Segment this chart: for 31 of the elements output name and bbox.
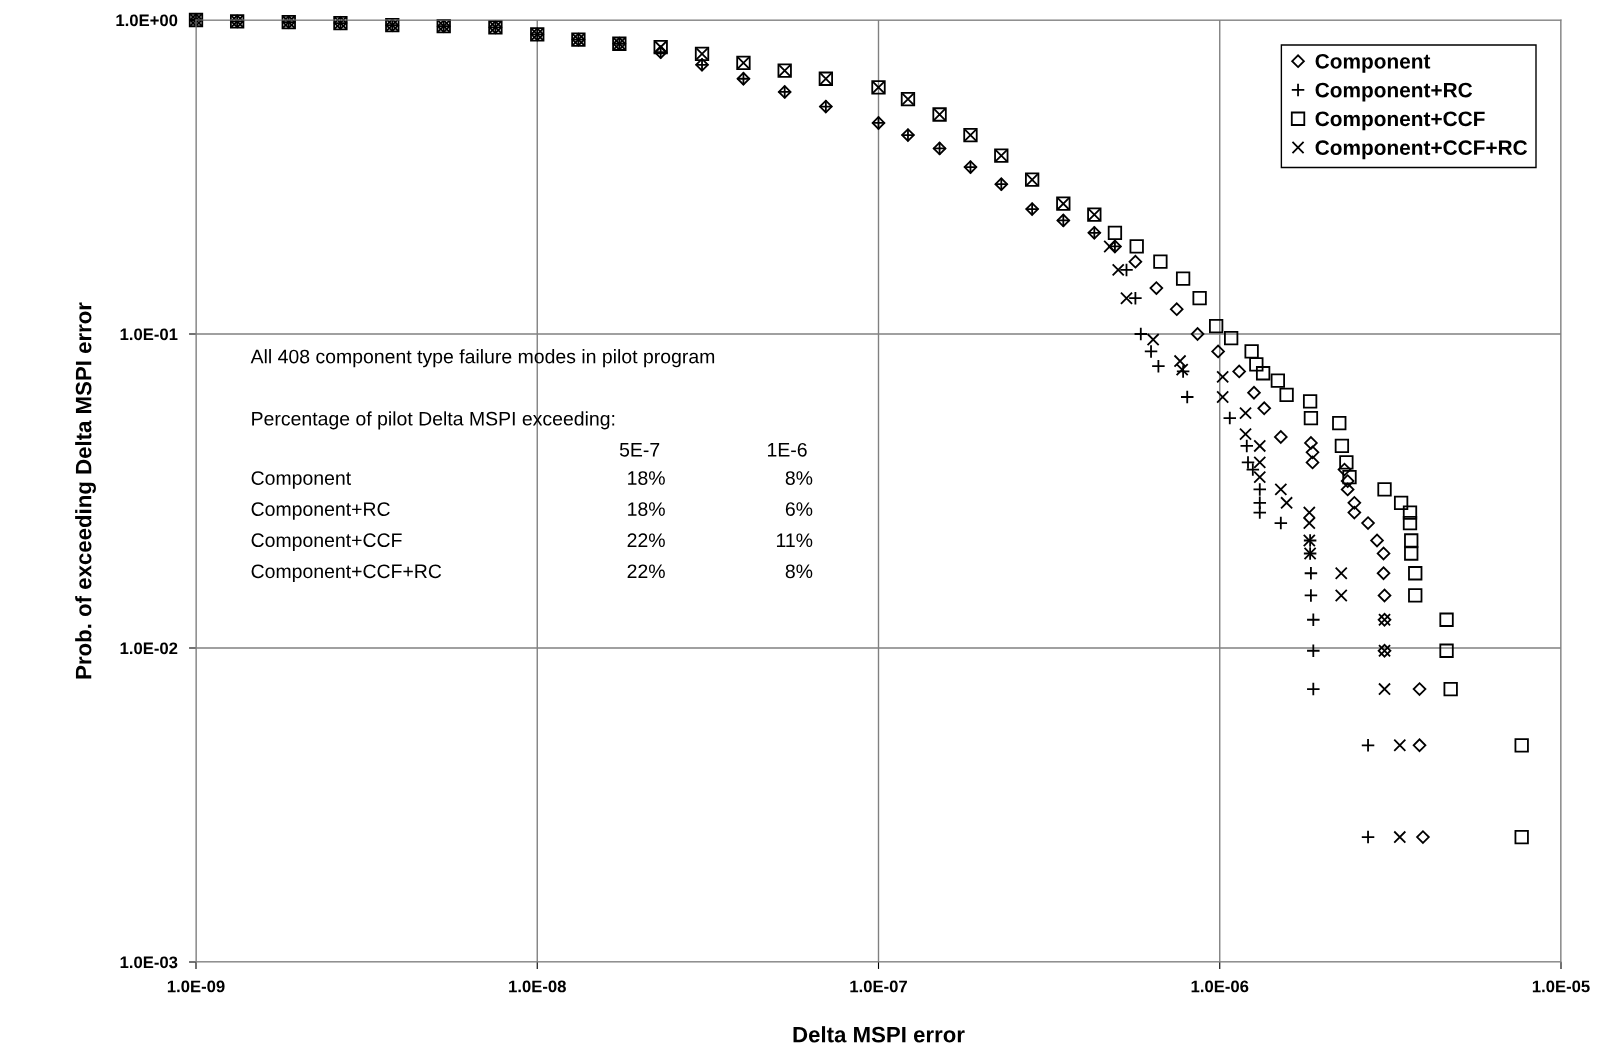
annotation: Component+CCF+RC	[251, 564, 442, 583]
x-tick-label: 1.0E-07	[850, 980, 907, 993]
annotation: All 408 component type failure modes in pilot program	[250, 349, 715, 368]
annotation: 6%	[785, 502, 813, 516]
annotation: 5E-7	[619, 443, 660, 457]
legend-label: Component+CCF+RC	[1315, 140, 1528, 160]
y-tick-label: 1.0E+00	[116, 14, 178, 27]
annotation: 8%	[785, 471, 813, 485]
y-tick-label: 1.0E-01	[120, 328, 178, 341]
legend-label: Component	[1315, 53, 1431, 73]
annotation: Component	[251, 471, 351, 489]
x-tick-label: 1.0E-09	[167, 980, 225, 993]
annotation: 8%	[785, 564, 813, 579]
annotation: 11%	[776, 533, 813, 548]
annotation: 18%	[628, 502, 665, 516]
y-axis-title: Prob. of exceeding Delta MSPI error	[75, 302, 96, 679]
x-tick-label: 1.0E-06	[1191, 980, 1249, 993]
annotation: 22%	[627, 533, 665, 548]
x-axis-title: Delta MSPI error	[793, 1026, 965, 1043]
annotation: Percentage of pilot Delta MSPI exceeding:	[252, 411, 615, 430]
annotation: Component+RC	[251, 502, 390, 520]
x-tick-label: 1.0E-08	[509, 980, 566, 993]
legend-label: Component+CCF	[1315, 111, 1485, 131]
annotation: 1E-6	[767, 442, 807, 457]
legend-label: Component+RC	[1315, 82, 1473, 102]
y-tick-label: 1.0E-03	[120, 956, 178, 969]
annotation: 18%	[628, 471, 665, 485]
x-tick-label: 1.0E-05	[1532, 980, 1590, 993]
annotation: 22%	[627, 564, 665, 579]
y-tick-label: 1.0E-02	[120, 642, 178, 655]
annotation: Component+CCF	[251, 533, 402, 551]
